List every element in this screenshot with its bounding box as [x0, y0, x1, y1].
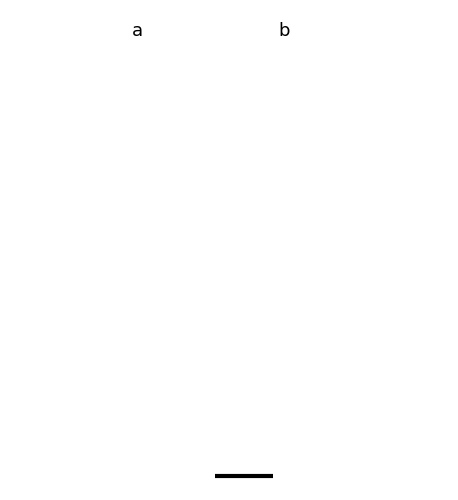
Text: a: a: [132, 22, 143, 40]
Text: b: b: [278, 22, 290, 40]
